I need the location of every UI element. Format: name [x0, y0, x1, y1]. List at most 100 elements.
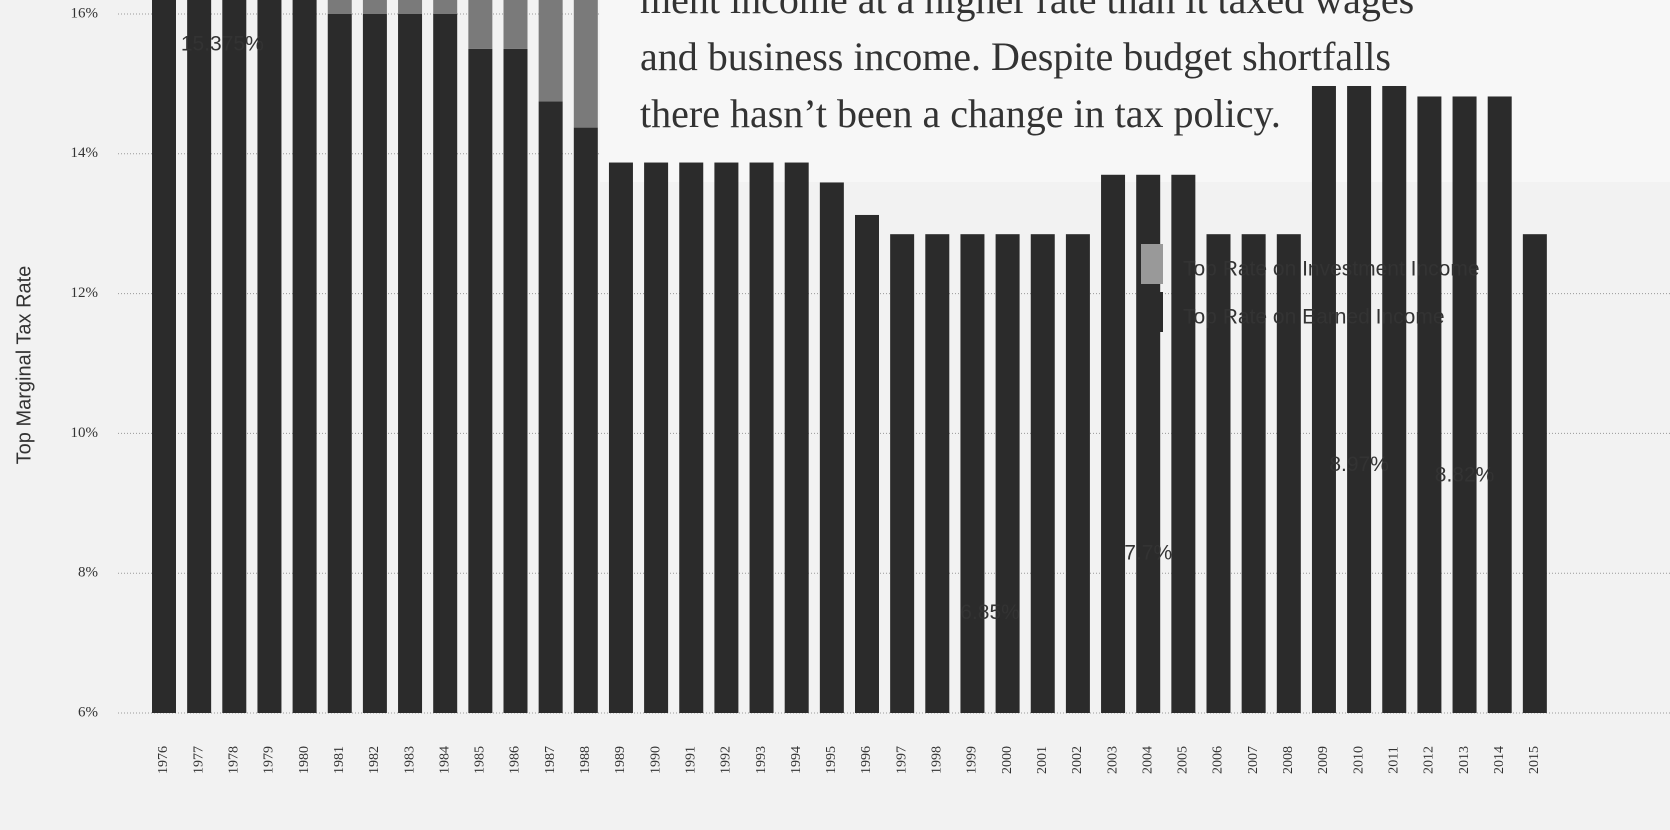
bar-segment [222, 0, 247, 713]
bar-segment [1452, 96, 1477, 714]
x-tick-label: 2007 [1246, 746, 1261, 774]
x-tick-label: 2008 [1281, 746, 1296, 774]
x-tick-label: 1979 [262, 746, 277, 774]
x-tick-label: 1991 [683, 746, 698, 774]
x-tick-label: 2013 [1457, 746, 1472, 774]
bar-segment [855, 214, 879, 713]
bar-segment [187, 0, 212, 713]
note-line: there hasn’t been a change in tax policy… [640, 91, 1281, 136]
x-tick-label: 1980 [297, 746, 312, 774]
x-tick-label: 1996 [859, 746, 874, 774]
bar-segment [1417, 96, 1442, 714]
bar-segment [1522, 234, 1547, 713]
value-label: 6.85% [960, 601, 1020, 624]
bar-segment [152, 0, 176, 714]
bar-segment [995, 234, 1020, 713]
note-line: and business income. Despite budget shor… [640, 34, 1391, 79]
bar-segment [679, 162, 704, 714]
x-tick-label: 1999 [965, 746, 980, 774]
bar-segment [362, 0, 387, 14]
x-tick-label: 2014 [1492, 746, 1507, 774]
bar-segment [503, 0, 528, 49]
bar-segment [573, 0, 598, 128]
x-tick-label: 2003 [1105, 746, 1120, 774]
y-axis-label: Top Marginal Tax Rate [13, 266, 35, 465]
bar-segment [292, 0, 317, 714]
x-tick-label: 2002 [1070, 746, 1085, 774]
bar-segment [1206, 234, 1231, 713]
legend-swatch [1141, 244, 1163, 284]
bar-segment [925, 234, 950, 713]
x-tick-label: 1998 [930, 746, 945, 774]
bar-segment [503, 48, 528, 713]
x-tick-label: 1976 [156, 746, 171, 774]
x-tick-label: 2001 [1035, 746, 1050, 774]
x-tick-label: 1977 [191, 746, 206, 774]
x-tick-label: 1981 [332, 746, 347, 774]
bar-segment [257, 0, 282, 713]
y-tick-label: 16% [71, 5, 99, 21]
bar-segment [644, 162, 669, 714]
x-tick-label: 1986 [508, 746, 523, 774]
legend-label: Top Rate on Earned Income [1183, 306, 1445, 329]
bar-segment [1347, 85, 1372, 713]
x-tick-label: 2006 [1211, 746, 1226, 774]
legend-swatch [1141, 292, 1163, 332]
bar-segment [1276, 234, 1301, 713]
bar-segment [960, 234, 985, 713]
x-tick-label: 1983 [402, 746, 417, 774]
bar-segment [327, 0, 352, 14]
bar-segment [433, 0, 458, 14]
x-tick-label: 1987 [543, 746, 558, 774]
y-tick-label: 14% [71, 145, 99, 161]
bar-segment [468, 48, 493, 713]
x-tick-label: 2000 [1000, 746, 1015, 774]
y-tick-label: 8% [78, 565, 98, 581]
x-tick-label: 1993 [754, 746, 769, 774]
bar-segment [538, 101, 563, 713]
bar-segment [749, 162, 774, 714]
x-tick-label: 2005 [1176, 746, 1191, 774]
x-tick-label: 2012 [1422, 746, 1437, 774]
bar-segment [362, 14, 387, 713]
bar-segment [1065, 234, 1090, 713]
value-label: 7.7% [1124, 542, 1172, 565]
x-tick-label: 1985 [473, 746, 488, 774]
bar-segment [1382, 85, 1407, 713]
bar-segment [1030, 234, 1055, 713]
bar-segment [1311, 85, 1336, 713]
bar-segment [327, 14, 352, 713]
x-tick-label: 2004 [1140, 746, 1155, 774]
x-tick-label: 1978 [227, 746, 242, 774]
x-tick-label: 2015 [1527, 746, 1542, 774]
bar-segment [398, 14, 423, 713]
y-tick-label: 12% [71, 285, 99, 301]
value-label: 8.82% [1435, 463, 1495, 486]
bar-segment [1487, 96, 1512, 714]
bar-segment [538, 0, 563, 102]
bar-segment [1101, 174, 1126, 713]
bar-segment [784, 162, 809, 714]
x-tick-label: 1992 [719, 746, 734, 774]
legend-label: Top Rate on Investment Income [1183, 258, 1480, 281]
x-tick-label: 1982 [367, 746, 382, 774]
x-tick-label: 1984 [437, 746, 452, 774]
note-line: ment income at a higher rate than it tax… [640, 0, 1414, 22]
x-tick-label: 1989 [613, 746, 628, 774]
x-tick-label: 1994 [789, 746, 804, 774]
x-tick-label: 2011 [1386, 746, 1401, 773]
x-tick-label: 1995 [824, 746, 839, 774]
x-tick-label: 2010 [1351, 746, 1366, 774]
x-tick-label: 1990 [648, 746, 663, 774]
bar-segment [608, 162, 633, 714]
x-tick-label: 1997 [894, 746, 909, 774]
bar-segment [714, 162, 739, 714]
bar-segment [398, 0, 423, 14]
x-tick-label: 1988 [578, 746, 593, 774]
bar-segment [573, 127, 598, 713]
bar-segment [433, 14, 458, 713]
value-label: 15.375% [181, 33, 264, 56]
y-tick-label: 6% [78, 704, 98, 720]
x-tick-label: 2009 [1316, 746, 1331, 774]
